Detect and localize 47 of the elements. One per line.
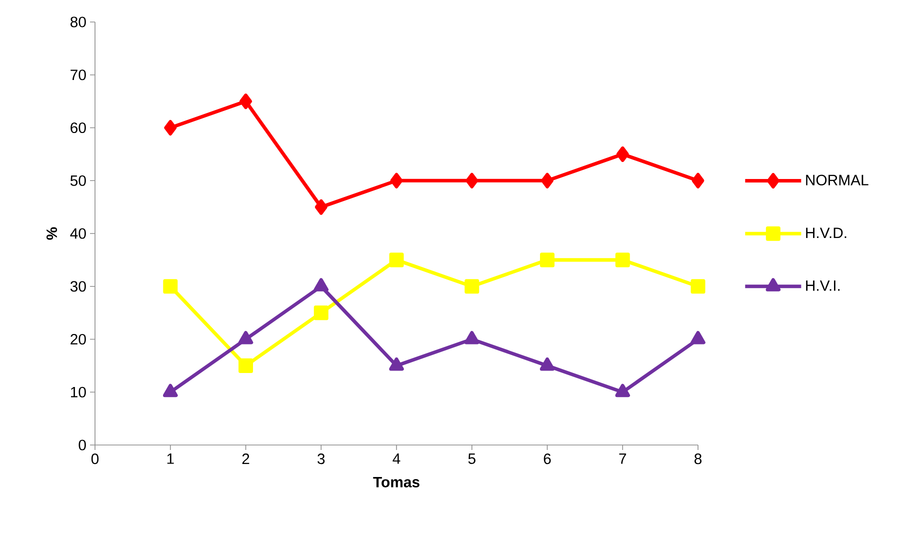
x-axis-title: Tomas	[373, 476, 420, 488]
point	[240, 94, 252, 110]
point	[464, 279, 480, 294]
x-tick-label: 4	[392, 454, 400, 464]
y-tick-label: 40	[70, 228, 86, 239]
x-tick-label: 8	[694, 454, 702, 464]
x-tick-label: 5	[468, 454, 476, 464]
point	[390, 172, 403, 188]
point	[464, 331, 480, 344]
legend-label: NORMAL	[806, 174, 868, 186]
y-tick-label: 10	[71, 386, 86, 398]
point	[615, 252, 630, 268]
legend-label: H.V.D.	[806, 228, 846, 238]
y-tick-label: 60	[70, 122, 86, 134]
y-tick-label: 80	[70, 16, 86, 28]
point	[690, 279, 706, 294]
point	[541, 172, 554, 188]
point	[238, 331, 254, 344]
x-tick-label: 2	[242, 454, 250, 464]
point	[314, 278, 329, 292]
legend-label: H.V.I.	[806, 280, 840, 291]
point	[314, 306, 328, 320]
point	[466, 172, 478, 188]
y-tick-label: 20	[70, 334, 86, 345]
point	[692, 172, 704, 188]
point	[164, 120, 177, 136]
y-tick-label: 0	[78, 440, 86, 450]
x-tick-label: 1	[167, 454, 174, 464]
point	[389, 252, 404, 268]
y-tick-label: 70	[70, 70, 86, 80]
point	[540, 357, 555, 371]
x-tick-label: 7	[619, 454, 626, 464]
point	[616, 146, 629, 162]
point	[540, 252, 555, 268]
x-tick-label: 0	[91, 454, 99, 464]
point	[238, 358, 254, 373]
point	[690, 331, 706, 344]
x-tick-label: 6	[544, 454, 551, 464]
point	[389, 357, 404, 371]
y-axis-title: %	[46, 227, 58, 240]
point	[162, 384, 178, 398]
y-tick-label: 30	[70, 281, 86, 292]
point	[615, 384, 630, 398]
y-tick-label: 50	[70, 175, 86, 186]
x-tick-label: 3	[318, 454, 325, 464]
point	[314, 199, 328, 215]
point	[163, 279, 178, 294]
